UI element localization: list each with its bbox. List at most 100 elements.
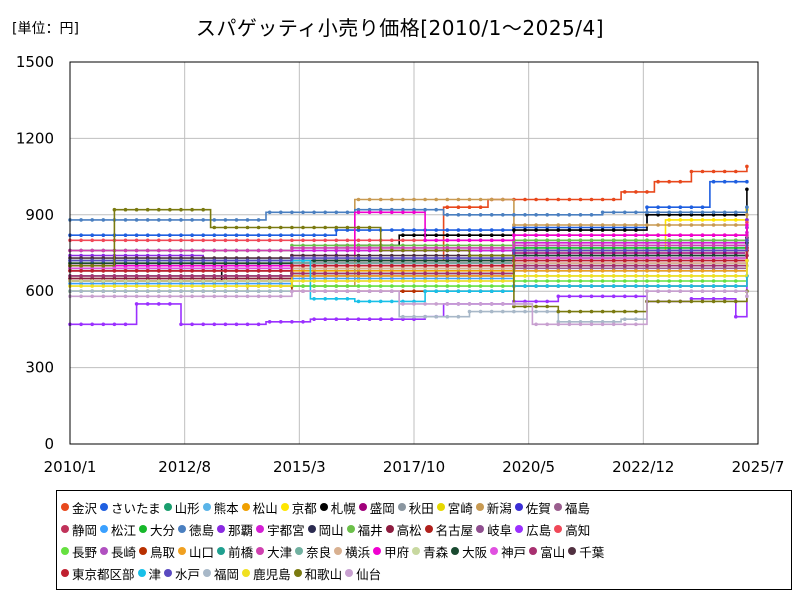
series-point	[734, 261, 738, 266]
series-point	[90, 322, 94, 327]
series-point	[567, 279, 572, 283]
series-point	[367, 299, 372, 304]
series-point	[90, 276, 94, 281]
series-point	[234, 218, 239, 222]
series-point	[334, 317, 339, 322]
series-point	[689, 258, 694, 263]
series-point	[390, 266, 394, 271]
legend-label: 高知	[565, 522, 591, 538]
series-point	[534, 248, 538, 253]
series-point	[212, 322, 217, 327]
series-point	[445, 284, 450, 288]
series-point	[456, 276, 461, 281]
series-point	[512, 302, 516, 306]
series-line	[70, 242, 748, 267]
series-point	[545, 256, 549, 260]
series-point	[501, 197, 505, 202]
series-point	[145, 258, 150, 263]
series-point	[112, 284, 117, 288]
legend-label: 岡山	[318, 522, 344, 538]
series-point	[101, 253, 106, 258]
series-point	[312, 269, 316, 273]
series-point	[467, 279, 472, 283]
series-point	[589, 279, 594, 283]
series-line	[70, 180, 747, 236]
series-point	[456, 233, 461, 237]
series-point	[412, 258, 416, 263]
series-point	[256, 218, 261, 222]
series-point	[578, 213, 583, 217]
series-point	[667, 241, 671, 245]
series-point	[345, 258, 350, 263]
series-point	[412, 207, 416, 212]
series-point	[645, 241, 649, 245]
series-point	[456, 248, 461, 253]
series-point	[634, 223, 638, 227]
series-point	[467, 302, 472, 306]
series-point	[279, 294, 283, 299]
series-point	[101, 218, 106, 222]
series-point	[145, 256, 150, 260]
series-point	[79, 238, 83, 243]
series-point	[645, 210, 649, 215]
legend-item: 長野	[61, 542, 97, 561]
series-point	[101, 256, 106, 260]
legend-marker-icon	[568, 547, 577, 555]
series-point	[711, 289, 716, 294]
series-point	[534, 213, 538, 217]
series-point	[356, 253, 361, 258]
series-point	[611, 279, 616, 283]
series-point	[245, 281, 250, 286]
series-point	[79, 256, 83, 260]
series-point	[90, 263, 94, 268]
series-point	[356, 284, 361, 288]
series-point	[478, 263, 483, 268]
series-point	[190, 256, 194, 260]
series-point	[190, 207, 194, 212]
series-point	[478, 261, 483, 266]
legend-row: 静岡 松江 大分 徳島 那覇 宇都宮 岡山 福井 高松 名古屋 岐阜 広島 高知	[61, 519, 593, 539]
series-point	[312, 263, 316, 268]
series-point	[734, 248, 738, 253]
series-point	[401, 238, 405, 243]
series-point	[179, 258, 183, 263]
series-point	[356, 248, 361, 253]
legend-marker-icon	[163, 503, 172, 511]
series-point	[589, 261, 594, 266]
series-point	[456, 263, 461, 268]
series-point	[390, 197, 394, 202]
series-point	[279, 225, 283, 230]
series-point	[700, 233, 705, 237]
series-point	[578, 320, 583, 324]
series-point	[556, 322, 561, 327]
series-point	[656, 289, 660, 294]
series-point	[667, 248, 671, 253]
series-point	[456, 213, 461, 217]
legend-label: 宇都宮	[267, 522, 305, 538]
legend-label: 鹿児島	[253, 566, 291, 582]
series-point	[90, 279, 94, 283]
legend-item: 前橋	[217, 542, 253, 561]
series-point	[722, 274, 727, 278]
series-point	[534, 269, 538, 273]
series-point	[489, 302, 494, 306]
series-point	[245, 276, 250, 281]
series-point	[600, 243, 605, 248]
series-point	[456, 314, 461, 319]
series-point	[534, 233, 538, 237]
series-point	[711, 243, 716, 248]
series-point	[489, 269, 494, 273]
series-point	[545, 284, 549, 288]
series-point	[79, 294, 83, 299]
series-point	[600, 320, 605, 324]
series-point	[223, 279, 228, 283]
series-point	[578, 256, 583, 260]
legend-marker-icon	[346, 525, 355, 533]
series-仙台	[68, 289, 749, 327]
series-point	[90, 266, 94, 271]
y-tick-label: 1200	[16, 129, 54, 147]
series-point	[190, 294, 194, 299]
series-point	[667, 218, 671, 222]
series-line	[70, 207, 748, 252]
series-point	[123, 263, 128, 268]
